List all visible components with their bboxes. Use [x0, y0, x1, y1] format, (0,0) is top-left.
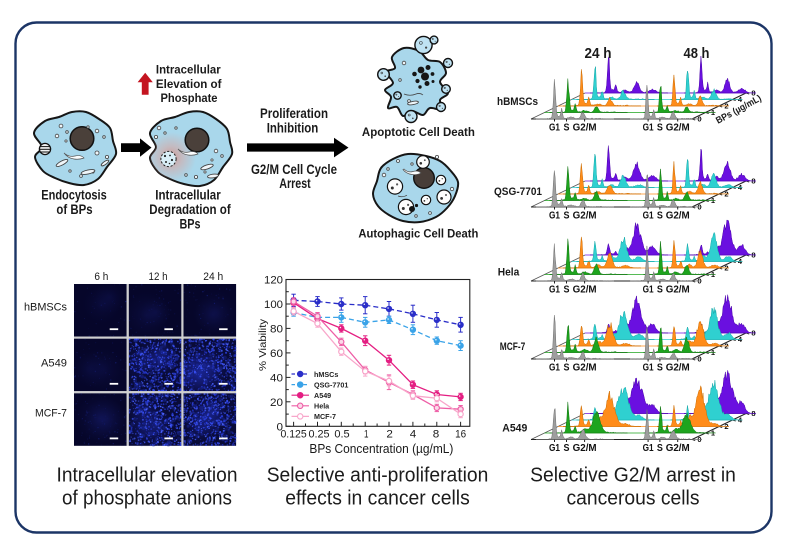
svg-text:BPs Concentration (µg/mL): BPs Concentration (µg/mL)	[309, 442, 453, 456]
svg-text:6 h: 6 h	[94, 271, 108, 283]
svg-text:effects in cancer cells: effects in cancer cells	[285, 487, 470, 510]
svg-text:0: 0	[277, 421, 284, 433]
svg-text:Hela: Hela	[498, 267, 520, 279]
svg-text:G1: G1	[643, 443, 654, 454]
svg-text:A549: A549	[314, 391, 331, 400]
svg-text:G1: G1	[643, 123, 654, 134]
svg-text:QSG-7701: QSG-7701	[314, 380, 348, 389]
svg-text:0.25: 0.25	[308, 428, 329, 440]
svg-text:Apoptotic Cell Death: Apoptotic Cell Death	[362, 125, 475, 139]
svg-text:G1: G1	[643, 211, 654, 222]
svg-text:48 h: 48 h	[684, 46, 710, 62]
svg-text:G2/M: G2/M	[573, 211, 597, 222]
svg-text:S: S	[657, 123, 663, 134]
svg-text:S: S	[564, 285, 570, 296]
svg-text:8: 8	[433, 428, 440, 440]
svg-text:Selective G2/M arrest in: Selective G2/M arrest in	[530, 464, 736, 487]
svg-text:G1: G1	[549, 363, 560, 374]
svg-text:16: 16	[455, 428, 466, 440]
svg-text:S: S	[657, 285, 663, 296]
svg-text:G2/M: G2/M	[666, 363, 690, 374]
svg-text:4: 4	[410, 428, 417, 440]
svg-text:S: S	[564, 123, 570, 134]
svg-text:S: S	[564, 211, 570, 222]
svg-text:BPs: BPs	[180, 217, 201, 232]
svg-text:G1: G1	[643, 285, 654, 296]
svg-text:Arrest: Arrest	[279, 176, 311, 191]
svg-text:Endocytosis: Endocytosis	[41, 188, 107, 203]
svg-text:24 h: 24 h	[203, 271, 223, 283]
svg-text:MCF-7: MCF-7	[314, 412, 336, 421]
svg-text:Elevation of: Elevation of	[156, 77, 222, 91]
svg-text:Inhibition: Inhibition	[267, 121, 319, 136]
svg-text:Intracellular: Intracellular	[156, 63, 221, 77]
svg-text:12 h: 12 h	[149, 271, 168, 283]
svg-text:24 h: 24 h	[585, 46, 612, 62]
svg-text:G1: G1	[549, 285, 560, 296]
svg-text:S: S	[657, 211, 663, 222]
svg-text:A549: A549	[41, 358, 67, 370]
svg-text:G2/M: G2/M	[573, 443, 597, 454]
svg-text:S: S	[657, 363, 663, 374]
svg-text:20: 20	[270, 397, 283, 409]
svg-text:40: 40	[270, 372, 283, 384]
svg-text:100: 100	[264, 299, 283, 311]
svg-text:S: S	[564, 363, 570, 374]
svg-text:G2/M: G2/M	[573, 363, 597, 374]
svg-text:G2/M: G2/M	[666, 211, 690, 222]
svg-text:G1: G1	[643, 363, 654, 374]
svg-text:G1: G1	[549, 123, 560, 134]
svg-text:MCF-7: MCF-7	[35, 408, 67, 420]
svg-text:60: 60	[270, 348, 283, 360]
svg-text:G1: G1	[549, 443, 560, 454]
svg-text:of BPs: of BPs	[56, 202, 92, 217]
svg-text:G2/M: G2/M	[666, 123, 690, 134]
svg-text:Degradation of: Degradation of	[149, 202, 231, 217]
svg-text:G2/M: G2/M	[666, 285, 690, 296]
svg-text:cancerous cells: cancerous cells	[567, 487, 700, 510]
svg-text:QSG-7701: QSG-7701	[494, 186, 542, 198]
svg-text:G2/M: G2/M	[573, 123, 597, 134]
svg-text:S: S	[564, 443, 570, 454]
svg-text:of phosphate anions: of phosphate anions	[62, 487, 232, 510]
svg-text:Phosphate: Phosphate	[161, 91, 218, 105]
svg-text:hBMSCs: hBMSCs	[24, 302, 67, 314]
svg-text:G2/M: G2/M	[666, 443, 690, 454]
svg-text:Hela: Hela	[314, 402, 330, 411]
svg-text:hMSCs: hMSCs	[314, 370, 338, 379]
svg-text:S: S	[657, 443, 663, 454]
svg-text:0.5: 0.5	[334, 428, 349, 440]
svg-text:80: 80	[270, 323, 283, 335]
svg-text:Proliferation: Proliferation	[260, 106, 328, 121]
svg-text:G1: G1	[549, 211, 560, 222]
svg-text:hBMSCs: hBMSCs	[497, 96, 538, 108]
svg-text:G2/M Cell Cycle: G2/M Cell Cycle	[251, 162, 337, 177]
svg-text:Intracellular: Intracellular	[155, 188, 221, 203]
svg-text:A549: A549	[502, 423, 527, 435]
svg-text:% Viability: % Viability	[257, 318, 269, 371]
svg-text:2: 2	[386, 428, 393, 440]
svg-text:0.125: 0.125	[280, 428, 306, 440]
svg-text:G2/M: G2/M	[573, 285, 597, 296]
svg-text:Autophagic Cell Death: Autophagic Cell Death	[358, 226, 478, 240]
svg-text:120: 120	[264, 275, 283, 287]
svg-text:1: 1	[364, 428, 369, 440]
svg-text:MCF-7: MCF-7	[500, 341, 526, 353]
svg-text:Intracellular elevation: Intracellular elevation	[57, 464, 238, 487]
svg-text:Selective anti-proliferation: Selective anti-proliferation	[267, 464, 489, 487]
